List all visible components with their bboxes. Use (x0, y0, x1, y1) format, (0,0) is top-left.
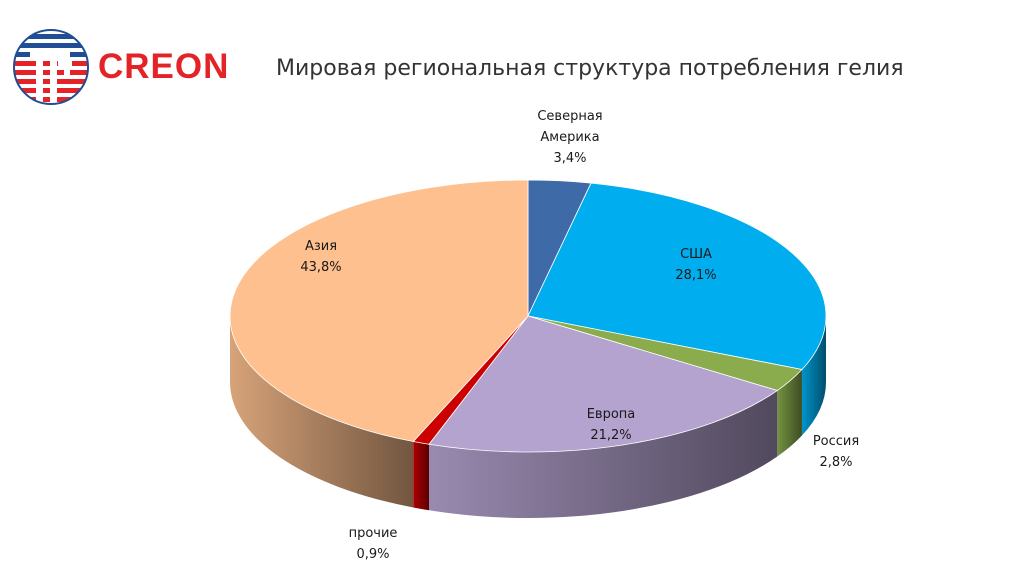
pie-label-прочие-name: прочие (349, 526, 398, 541)
pie-label-северная-америка-name: Северная (537, 109, 602, 124)
pie-label-европа-value: 21,2% (590, 428, 631, 443)
pie-slice-европа (428, 315, 779, 453)
pie-label-азия-name: Азия (305, 239, 337, 254)
pie-side-сша (801, 316, 827, 436)
pie-label-европа-name: Европа (587, 407, 636, 422)
pie-top-slices (229, 179, 827, 453)
page-title: Мировая региональная структура потреблен… (276, 56, 904, 81)
pie-side-россия (777, 369, 802, 457)
pie-label-прочие-value: 0,9% (356, 547, 389, 562)
pie-label-сша-name: США (680, 247, 712, 262)
pie-label-азия-value: 43,8% (300, 260, 341, 275)
pie-label-россия-value: 2,8% (819, 455, 852, 470)
pie-label-северная-америка-value: 3,4% (553, 151, 586, 166)
pie-label-россия-name: Россия (813, 434, 859, 449)
pie-labels: Северная Америка 3,4% США 28,1% Россия 2,8% Евр… (300, 109, 859, 562)
pie-side-европа (429, 390, 778, 518)
pie-slice-сша (527, 182, 827, 370)
creon-logo: CREON (12, 28, 229, 106)
pie-side-прочие (413, 441, 430, 511)
logo-wordmark: CREON (98, 47, 230, 86)
pie-label-северная-америка-name: Америка (540, 130, 599, 145)
creon-globe-icon (13, 29, 89, 105)
pie-side-walls (229, 316, 827, 518)
pie-label-сша-value: 28,1% (675, 268, 716, 283)
pie-side-азия (229, 316, 414, 508)
pie-slice-азия (229, 179, 529, 442)
